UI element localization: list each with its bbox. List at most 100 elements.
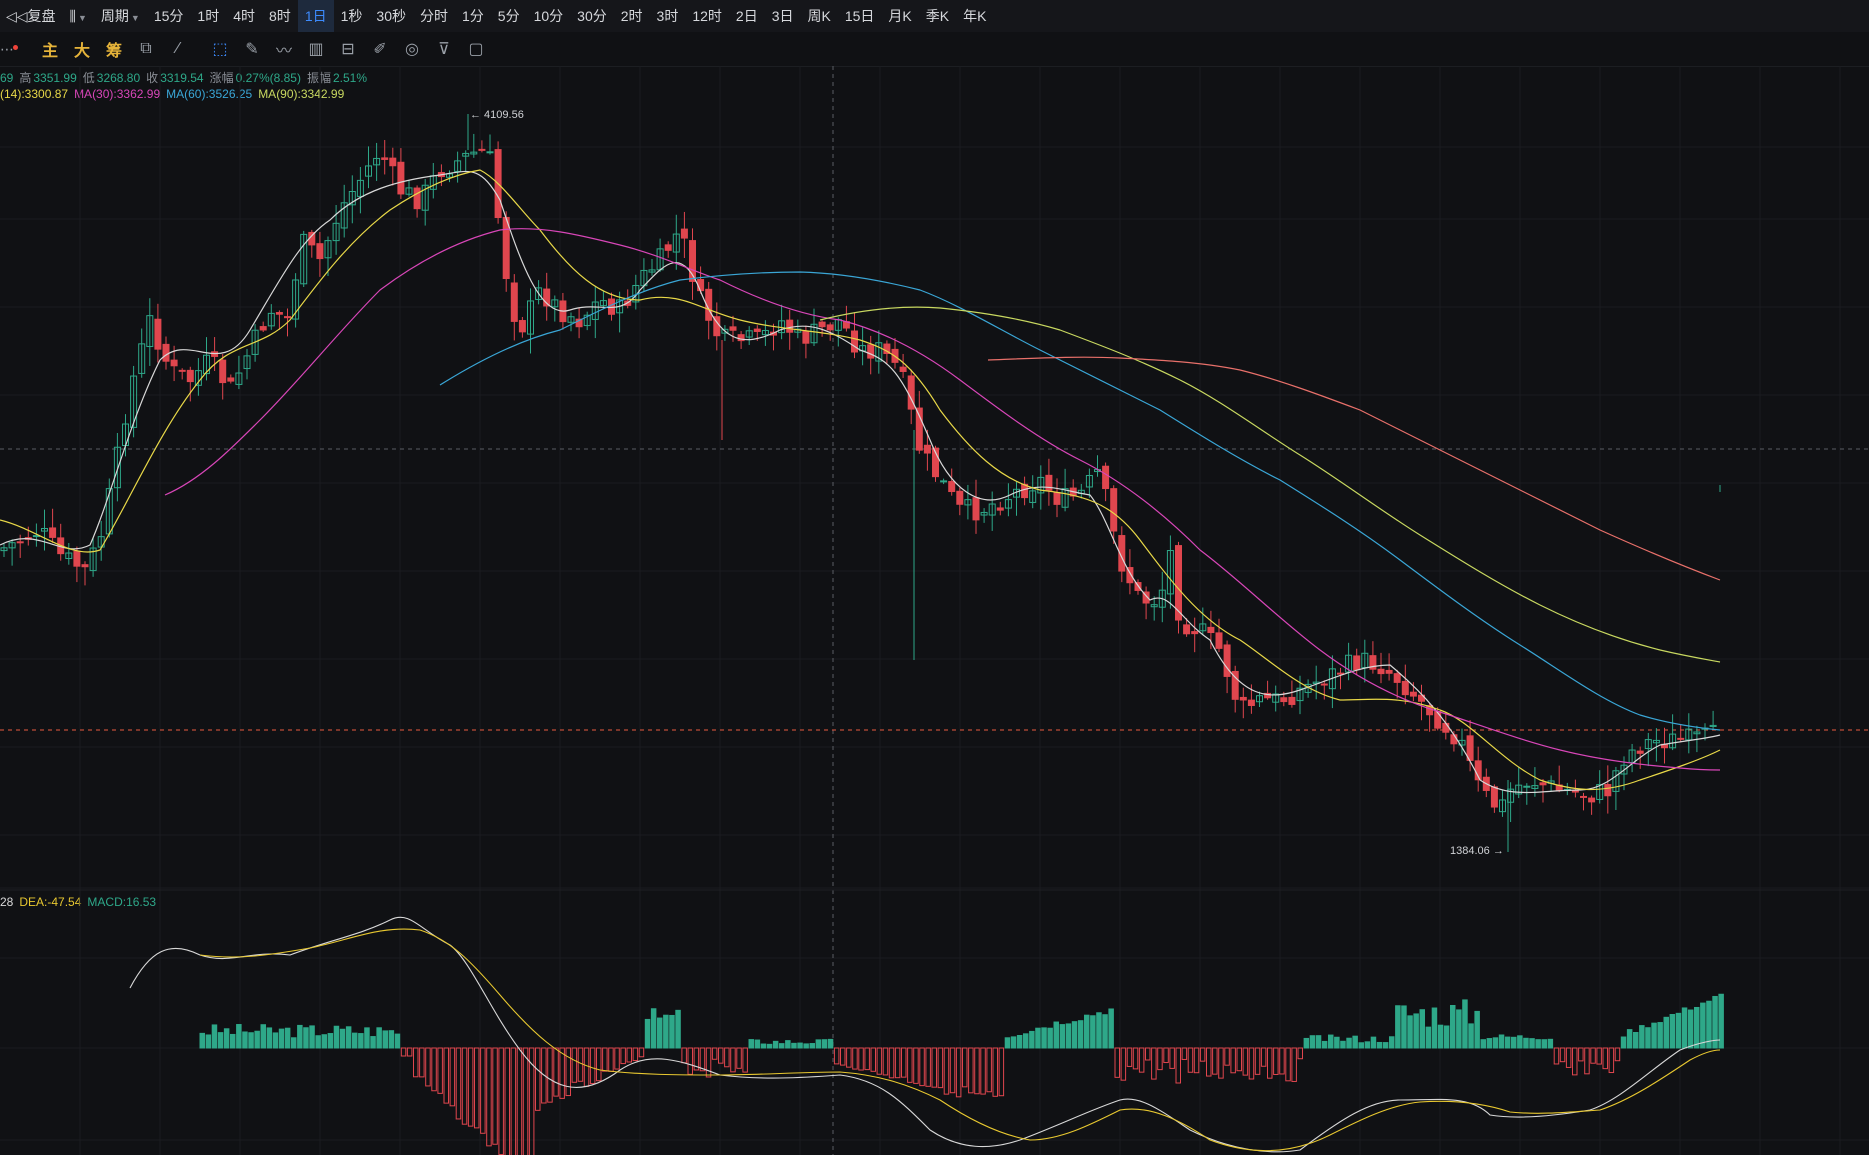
ruler-icon[interactable]: ✎ bbox=[245, 41, 259, 58]
period-tab-13[interactable]: 3时 bbox=[656, 8, 679, 24]
macd-bar bbox=[980, 1047, 986, 1095]
replay-button[interactable]: ◁◁复盘 bbox=[6, 8, 56, 24]
period-tab-9[interactable]: 5分 bbox=[497, 8, 520, 24]
macd-bar bbox=[1523, 1037, 1529, 1049]
macd-bar bbox=[705, 1047, 712, 1078]
dif-line bbox=[129, 916, 1721, 1153]
macd-bar bbox=[284, 1027, 291, 1049]
candle-body bbox=[1239, 696, 1247, 701]
ma-salmon-line bbox=[987, 356, 1721, 581]
candle-body bbox=[235, 372, 243, 385]
macd-bar bbox=[1041, 1027, 1047, 1049]
candle-body bbox=[1045, 474, 1053, 491]
period-tab-19[interactable]: 月K bbox=[888, 8, 912, 24]
period-tab-15[interactable]: 2日 bbox=[735, 8, 758, 24]
period-tab-18[interactable]: 15日 bbox=[844, 8, 875, 24]
magnet-icon[interactable]: ◎ bbox=[405, 41, 419, 58]
big-order-button[interactable]: 大 bbox=[73, 43, 90, 60]
period-tab-4[interactable]: 1日 bbox=[297, 0, 334, 32]
macd-bar bbox=[1224, 1047, 1230, 1066]
macd-bar bbox=[364, 1027, 370, 1049]
candle-body bbox=[1264, 692, 1272, 699]
candle-body bbox=[1588, 797, 1596, 803]
period-tab-17[interactable]: 周K bbox=[807, 8, 831, 24]
macd-bar bbox=[303, 1027, 309, 1049]
macd-bar bbox=[565, 1047, 571, 1097]
macd-bar bbox=[1633, 1032, 1639, 1049]
period-tab-2[interactable]: 4时 bbox=[233, 8, 256, 24]
edit-icon[interactable]: ✐ bbox=[373, 41, 387, 58]
indicator-settings-icon[interactable]: ⧉ bbox=[140, 40, 152, 57]
macd-bar bbox=[199, 1032, 205, 1049]
macd-bar bbox=[1553, 1047, 1560, 1065]
macd-bar bbox=[1413, 1013, 1419, 1049]
candle-body bbox=[1337, 672, 1344, 675]
pen-icon[interactable]: 〰 bbox=[275, 43, 292, 60]
main-indicator-button[interactable]: 主 bbox=[41, 43, 58, 60]
period-tab-10[interactable]: 10分 bbox=[533, 8, 564, 24]
period-tab-5[interactable]: 1秒 bbox=[340, 8, 363, 24]
macd-bar bbox=[650, 1008, 657, 1049]
macd-bar bbox=[626, 1047, 632, 1063]
macd-bar bbox=[1016, 1034, 1023, 1049]
candle-body bbox=[551, 299, 559, 308]
macd-bar bbox=[1529, 1038, 1535, 1049]
candle-body bbox=[1636, 750, 1644, 754]
candle-body bbox=[737, 334, 745, 342]
trash-icon[interactable]: ▢ bbox=[468, 41, 484, 58]
period-tab-8[interactable]: 1分 bbox=[461, 8, 484, 24]
period-tab-21[interactable]: 年K bbox=[963, 8, 987, 24]
period-tab-1[interactable]: 1时 bbox=[197, 8, 220, 24]
ma90-value: MA(90):3342.99 bbox=[258, 87, 345, 101]
candle-body bbox=[1150, 604, 1158, 608]
period-tab-7[interactable]: 分时 bbox=[419, 8, 448, 24]
select-draw-icon[interactable]: ⬚ bbox=[212, 41, 228, 58]
macd-bar bbox=[687, 1047, 693, 1075]
period-tab-12[interactable]: 2时 bbox=[620, 8, 643, 24]
candle-body bbox=[1523, 785, 1531, 788]
macd-bar bbox=[1602, 1047, 1608, 1070]
chip-button[interactable]: 筹 bbox=[105, 43, 122, 60]
macd-bar bbox=[583, 1047, 590, 1087]
candle-body bbox=[348, 190, 356, 206]
candle-body bbox=[932, 447, 939, 478]
candle-body bbox=[972, 497, 980, 521]
macd-bar bbox=[693, 1047, 700, 1071]
period-tab-11[interactable]: 30分 bbox=[577, 8, 607, 24]
period-tab-16[interactable]: 3日 bbox=[771, 8, 794, 24]
candle-tool-icon[interactable]: ▥ bbox=[308, 41, 324, 58]
macd-bar bbox=[1212, 1047, 1218, 1075]
candle-body bbox=[365, 165, 372, 177]
period-tab-6[interactable]: 30秒 bbox=[376, 8, 406, 24]
period-tab-0[interactable]: 15分 bbox=[153, 8, 184, 24]
ma-magenta-line bbox=[164, 228, 1721, 771]
macd-bar bbox=[461, 1047, 468, 1125]
macd-bar bbox=[474, 1047, 480, 1129]
macd-bar bbox=[876, 1047, 883, 1075]
lock-icon[interactable]: ⊟ bbox=[341, 41, 355, 58]
macd-bar bbox=[596, 1047, 602, 1082]
more-icon[interactable]: ⋯ bbox=[0, 41, 18, 58]
candle-body bbox=[1442, 722, 1450, 733]
macd-bar bbox=[632, 1047, 639, 1062]
macd-bar bbox=[913, 1047, 919, 1084]
macd-bar bbox=[730, 1047, 736, 1073]
filter-icon[interactable]: ⊽ bbox=[438, 41, 450, 58]
candle-body bbox=[1296, 687, 1304, 702]
dif-value: 28 bbox=[0, 895, 14, 909]
magic-draw-icon[interactable]: ⁄ bbox=[176, 40, 180, 57]
period-tab-3[interactable]: 8时 bbox=[269, 8, 291, 24]
period-dropdown[interactable]: 周期 ▼ bbox=[100, 8, 140, 24]
chart-type-button[interactable]: ⫼ ▼ bbox=[63, 0, 94, 32]
period-tab-14[interactable]: 12时 bbox=[692, 8, 722, 24]
macd-bar bbox=[1321, 1040, 1328, 1049]
macd-bar bbox=[1578, 1047, 1584, 1062]
candle-body bbox=[648, 269, 656, 273]
macd-bar bbox=[1364, 1041, 1371, 1049]
candle-body bbox=[899, 366, 907, 372]
period-tab-20[interactable]: 季K bbox=[925, 8, 950, 24]
candle-body bbox=[851, 330, 858, 353]
macd-bar bbox=[1334, 1036, 1340, 1049]
candle-body bbox=[1409, 691, 1417, 697]
